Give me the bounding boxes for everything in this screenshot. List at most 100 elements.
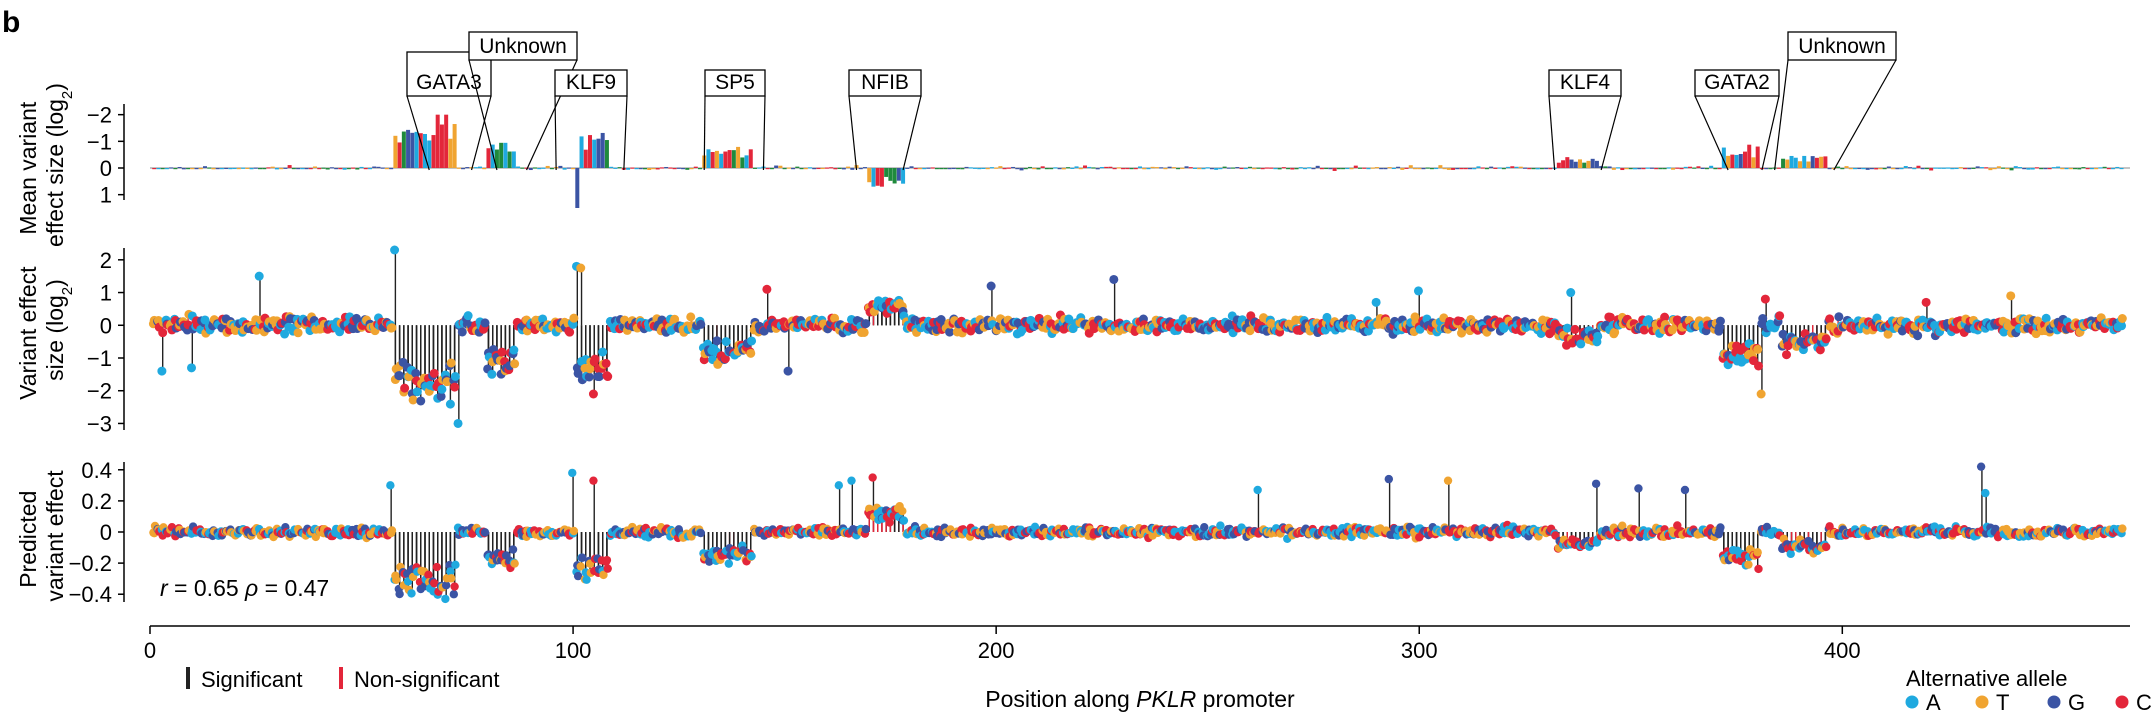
allele-legend-label: G xyxy=(2068,690,2085,713)
logo-bar xyxy=(1607,166,1612,168)
logo-bar xyxy=(274,168,279,170)
logo-bar xyxy=(1730,154,1735,168)
measured-point xyxy=(411,368,421,378)
predicted-point xyxy=(451,560,460,570)
allele-legend-dot xyxy=(2047,695,2061,709)
logo-bar xyxy=(444,114,449,168)
logo-bar xyxy=(820,167,825,170)
motif-connector xyxy=(1833,59,1897,171)
logo-bar xyxy=(300,168,305,170)
logo-bar xyxy=(1243,167,1248,170)
logo-bar xyxy=(1023,168,1028,170)
logo-bar xyxy=(287,165,292,168)
measured-ylabel: Variant effect size (log2) xyxy=(15,260,76,400)
logo-ylabel-line2-wrap: effect size (log2) xyxy=(42,83,76,247)
logo-bar xyxy=(901,168,906,184)
logo-bar xyxy=(1903,166,1908,168)
logo-bar xyxy=(1611,168,1616,170)
logo-bar xyxy=(406,129,411,168)
measured-point xyxy=(387,323,397,333)
predicted-point xyxy=(450,582,459,591)
logo-bar xyxy=(1468,168,1472,170)
logo-bar xyxy=(871,168,876,187)
logo-bar xyxy=(740,157,745,168)
measured-point xyxy=(453,418,463,428)
predicted-point xyxy=(395,589,404,599)
logo-bar xyxy=(1895,168,1900,170)
motif-box xyxy=(468,31,578,61)
logo-bar xyxy=(313,166,317,168)
logo-bar xyxy=(1104,166,1109,169)
logo-bar xyxy=(1836,166,1841,168)
logo-bar xyxy=(524,167,529,169)
logo-bar xyxy=(2089,168,2094,170)
logo-bar xyxy=(1125,167,1130,170)
logo-bar xyxy=(423,133,427,168)
logo-bar xyxy=(1535,168,1540,170)
logo-bar xyxy=(1281,167,1286,169)
measured-ylabel-sub: 2 xyxy=(59,287,76,295)
stat-r-value: = 0.65 xyxy=(168,575,245,601)
logo-bar xyxy=(1755,146,1760,168)
predicted-point xyxy=(861,524,870,534)
logo-bar xyxy=(1831,167,1836,170)
logo-bar xyxy=(922,168,927,170)
measured-point xyxy=(601,358,611,368)
predicted-point xyxy=(446,574,456,583)
logo-bar xyxy=(1717,168,1722,170)
logo-bar xyxy=(1582,162,1587,168)
logo-bar xyxy=(1264,167,1269,169)
logo-bar xyxy=(1472,168,1477,170)
logo-bar xyxy=(930,167,935,169)
logo-bar xyxy=(1269,167,1274,169)
predicted-point xyxy=(480,528,490,537)
measured-point xyxy=(1593,331,1603,341)
motif-connector xyxy=(1548,95,1556,171)
logo-bar xyxy=(1688,166,1692,168)
logo-bar xyxy=(896,168,901,181)
logo-bar xyxy=(1514,166,1519,168)
logo-bar xyxy=(1074,166,1079,168)
predicted-point xyxy=(898,506,907,516)
logo-bar xyxy=(393,135,398,168)
logo-bar xyxy=(1032,168,1037,170)
logo-bar xyxy=(249,168,254,170)
measured-point xyxy=(594,372,604,382)
logo-bar xyxy=(1979,167,1984,169)
logo-bar xyxy=(1946,167,1951,169)
logo-bar xyxy=(1256,167,1261,169)
logo-bar xyxy=(2073,168,2077,170)
logo-bar xyxy=(1882,168,1887,170)
logo-bar xyxy=(1654,168,1659,170)
motif-connector xyxy=(1774,59,1789,171)
logo-bar xyxy=(1167,166,1172,168)
logo-bar xyxy=(1383,168,1388,170)
logo-bar xyxy=(1341,168,1346,170)
logo-bar xyxy=(892,168,897,184)
logo-bar xyxy=(647,168,652,171)
measured-point xyxy=(1883,329,1893,339)
logo-bar xyxy=(1950,168,1955,170)
predicted-ytick-label: 0 xyxy=(100,520,112,545)
logo-bar xyxy=(228,168,233,170)
logo-bar xyxy=(410,132,415,168)
logo-bar xyxy=(1298,167,1303,169)
logo-bar xyxy=(1358,167,1362,169)
logo-bar xyxy=(169,167,174,169)
measured-point xyxy=(1605,312,1615,322)
logo-bar xyxy=(757,167,762,169)
x-tick-label: 300 xyxy=(1401,638,1438,663)
measured-point xyxy=(565,327,575,337)
logo-bar xyxy=(1658,168,1663,170)
predicted-point xyxy=(603,564,612,573)
logo-bar xyxy=(1916,165,1921,168)
logo-bar xyxy=(1379,168,1384,170)
logo-bar xyxy=(1442,167,1447,170)
measured-point xyxy=(450,371,460,381)
logo-bar xyxy=(1785,159,1790,168)
x-axis-label-gene: PKLR xyxy=(1136,686,1196,712)
measured-ylabel-line2: size (log xyxy=(42,295,68,381)
logo-bar xyxy=(668,167,673,169)
logo-bar xyxy=(1954,167,1959,170)
logo-bar xyxy=(1019,168,1024,171)
